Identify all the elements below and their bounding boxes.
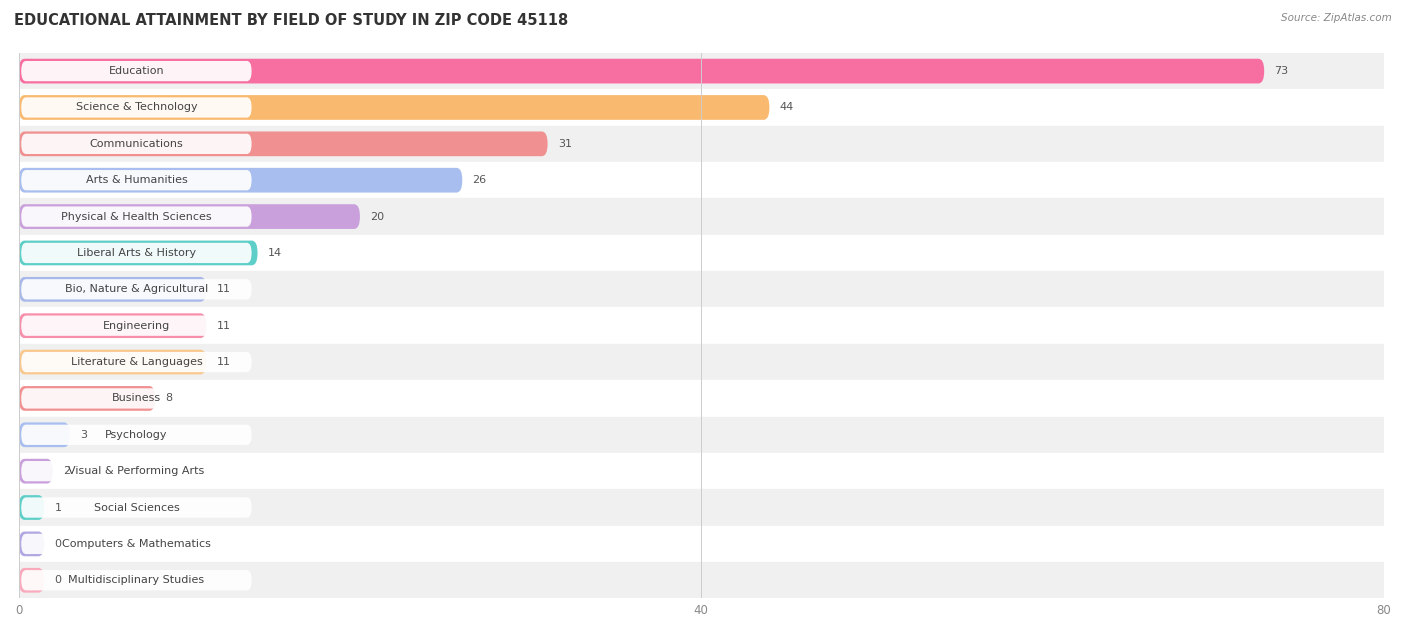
Bar bbox=[18, 198, 1384, 234]
Bar bbox=[18, 562, 1384, 599]
FancyBboxPatch shape bbox=[21, 279, 252, 300]
Bar bbox=[18, 489, 1384, 526]
Text: Physical & Health Sciences: Physical & Health Sciences bbox=[60, 212, 212, 222]
FancyBboxPatch shape bbox=[18, 59, 1264, 83]
FancyBboxPatch shape bbox=[18, 95, 769, 120]
Bar bbox=[18, 344, 1384, 380]
Text: Liberal Arts & History: Liberal Arts & History bbox=[77, 248, 195, 258]
FancyBboxPatch shape bbox=[21, 570, 252, 590]
FancyBboxPatch shape bbox=[21, 170, 252, 190]
FancyBboxPatch shape bbox=[21, 97, 252, 118]
Text: Business: Business bbox=[112, 393, 160, 403]
Text: 14: 14 bbox=[267, 248, 283, 258]
Bar bbox=[18, 271, 1384, 308]
Text: Science & Technology: Science & Technology bbox=[76, 102, 197, 112]
FancyBboxPatch shape bbox=[21, 461, 252, 482]
Text: Multidisciplinary Studies: Multidisciplinary Studies bbox=[69, 575, 204, 585]
FancyBboxPatch shape bbox=[18, 459, 53, 483]
Text: Engineering: Engineering bbox=[103, 320, 170, 331]
Text: 20: 20 bbox=[370, 212, 384, 222]
Text: 44: 44 bbox=[780, 102, 794, 112]
Text: 2: 2 bbox=[63, 466, 70, 476]
FancyBboxPatch shape bbox=[21, 425, 252, 445]
FancyBboxPatch shape bbox=[18, 204, 360, 229]
FancyBboxPatch shape bbox=[18, 495, 44, 520]
Bar bbox=[18, 453, 1384, 489]
FancyBboxPatch shape bbox=[18, 568, 44, 593]
FancyBboxPatch shape bbox=[21, 534, 252, 554]
Text: 26: 26 bbox=[472, 175, 486, 185]
Bar bbox=[18, 89, 1384, 126]
FancyBboxPatch shape bbox=[21, 207, 252, 227]
FancyBboxPatch shape bbox=[18, 422, 70, 447]
Text: 11: 11 bbox=[217, 357, 231, 367]
FancyBboxPatch shape bbox=[21, 388, 252, 408]
FancyBboxPatch shape bbox=[21, 61, 252, 82]
Text: 0: 0 bbox=[55, 539, 62, 549]
Text: Visual & Performing Arts: Visual & Performing Arts bbox=[69, 466, 204, 476]
Bar bbox=[18, 162, 1384, 198]
Text: Arts & Humanities: Arts & Humanities bbox=[86, 175, 187, 185]
Text: Literature & Languages: Literature & Languages bbox=[70, 357, 202, 367]
Text: Communications: Communications bbox=[90, 139, 183, 149]
Bar bbox=[18, 416, 1384, 453]
FancyBboxPatch shape bbox=[18, 241, 257, 265]
Text: 31: 31 bbox=[558, 139, 572, 149]
Text: Social Sciences: Social Sciences bbox=[94, 502, 180, 513]
Text: Source: ZipAtlas.com: Source: ZipAtlas.com bbox=[1281, 13, 1392, 23]
Text: 11: 11 bbox=[217, 284, 231, 295]
Text: EDUCATIONAL ATTAINMENT BY FIELD OF STUDY IN ZIP CODE 45118: EDUCATIONAL ATTAINMENT BY FIELD OF STUDY… bbox=[14, 13, 568, 28]
Text: 73: 73 bbox=[1274, 66, 1288, 76]
FancyBboxPatch shape bbox=[18, 532, 44, 556]
Bar bbox=[18, 308, 1384, 344]
FancyBboxPatch shape bbox=[18, 313, 207, 338]
Bar bbox=[18, 380, 1384, 416]
Bar bbox=[18, 234, 1384, 271]
Bar bbox=[18, 126, 1384, 162]
Text: Bio, Nature & Agricultural: Bio, Nature & Agricultural bbox=[65, 284, 208, 295]
FancyBboxPatch shape bbox=[18, 277, 207, 301]
Text: Psychology: Psychology bbox=[105, 430, 167, 440]
Bar bbox=[18, 53, 1384, 89]
Text: 0: 0 bbox=[55, 575, 62, 585]
Text: 8: 8 bbox=[166, 393, 173, 403]
Text: 11: 11 bbox=[217, 320, 231, 331]
FancyBboxPatch shape bbox=[18, 131, 547, 156]
FancyBboxPatch shape bbox=[21, 315, 252, 336]
FancyBboxPatch shape bbox=[21, 497, 252, 518]
Text: 3: 3 bbox=[80, 430, 87, 440]
Text: Computers & Mathematics: Computers & Mathematics bbox=[62, 539, 211, 549]
Bar bbox=[18, 526, 1384, 562]
FancyBboxPatch shape bbox=[18, 349, 207, 374]
Text: Education: Education bbox=[108, 66, 165, 76]
Text: 1: 1 bbox=[55, 502, 62, 513]
FancyBboxPatch shape bbox=[18, 386, 155, 411]
FancyBboxPatch shape bbox=[18, 168, 463, 193]
FancyBboxPatch shape bbox=[21, 134, 252, 154]
FancyBboxPatch shape bbox=[21, 352, 252, 372]
FancyBboxPatch shape bbox=[21, 243, 252, 263]
